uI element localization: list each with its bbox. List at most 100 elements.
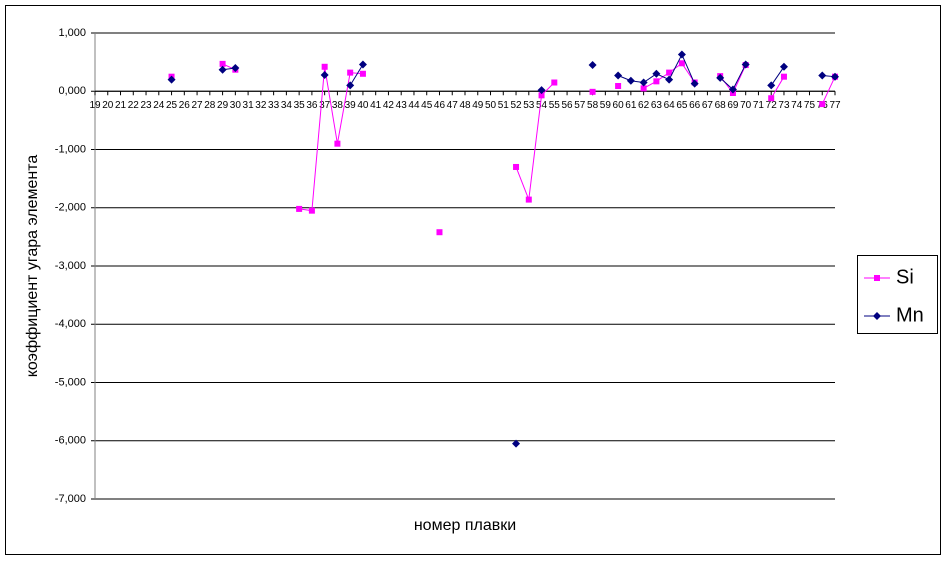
- x-tick-label: 24: [153, 100, 165, 111]
- x-tick-label: 50: [485, 100, 497, 111]
- x-tick-label: 39: [345, 100, 357, 111]
- y-tick-label: -2,000: [55, 202, 86, 214]
- x-tick-label: 58: [587, 100, 599, 111]
- legend-label: Si: [896, 266, 914, 288]
- point: [167, 75, 176, 84]
- point: [551, 79, 558, 86]
- x-tick-label: 59: [600, 100, 612, 111]
- point: [626, 76, 635, 85]
- y-tick-label: 1,000: [58, 27, 86, 39]
- point: [525, 196, 532, 203]
- point: [296, 205, 303, 212]
- x-tick-label: 62: [638, 100, 650, 111]
- y-tick-label: -1,000: [55, 143, 86, 155]
- point: [665, 75, 674, 84]
- y-tick-label: -3,000: [55, 260, 86, 272]
- x-tick-label: 44: [408, 100, 420, 111]
- point: [728, 85, 737, 94]
- point: [653, 78, 660, 85]
- x-tick-label: 55: [549, 100, 561, 111]
- point: [513, 163, 520, 170]
- point: [615, 83, 622, 90]
- x-tick-label: 40: [357, 100, 369, 111]
- x-tick-label: 48: [459, 100, 471, 111]
- x-tick-label: 34: [281, 100, 293, 111]
- point: [819, 101, 826, 108]
- point: [639, 78, 648, 87]
- chart-frame: [5, 5, 941, 555]
- x-tick-label: 27: [192, 100, 204, 111]
- legend-marker: [873, 312, 881, 320]
- point: [538, 92, 545, 99]
- x-tick-label: 33: [268, 100, 280, 111]
- x-tick-label: 64: [664, 100, 676, 111]
- x-axis-label: номер плавки: [414, 517, 516, 534]
- x-tick-label: 35: [294, 100, 306, 111]
- point: [346, 81, 355, 90]
- legend-marker: [874, 275, 880, 281]
- point: [347, 69, 354, 76]
- point: [741, 60, 750, 69]
- x-tick-label: 74: [791, 100, 803, 111]
- x-tick-label: 56: [562, 100, 574, 111]
- x-tick-label: 43: [396, 100, 408, 111]
- y-tick-label: -7,000: [55, 493, 86, 505]
- legend-label: Mn: [896, 304, 924, 326]
- x-tick-label: 46: [434, 100, 446, 111]
- point: [512, 439, 521, 448]
- point: [780, 73, 787, 80]
- x-tick-label: 53: [523, 100, 535, 111]
- x-tick-label: 32: [255, 100, 267, 111]
- x-tick-label: 61: [625, 100, 637, 111]
- point: [589, 88, 596, 95]
- x-tick-label: 60: [613, 100, 625, 111]
- point: [779, 62, 788, 71]
- x-tick-label: 77: [829, 100, 841, 111]
- x-tick-label: 30: [230, 100, 242, 111]
- point: [831, 72, 839, 81]
- x-tick-label: 73: [778, 100, 790, 111]
- point: [218, 65, 227, 74]
- x-tick-label: 70: [740, 100, 752, 111]
- point: [231, 63, 240, 72]
- x-tick-label: 25: [166, 100, 178, 111]
- x-tick-label: 22: [128, 100, 140, 111]
- x-tick-label: 52: [510, 100, 522, 111]
- x-tick-label: 45: [421, 100, 433, 111]
- x-tick-label: 54: [536, 100, 548, 111]
- x-tick-label: 63: [651, 100, 663, 111]
- y-axis-label: коэффициент угара элемента: [24, 155, 41, 378]
- x-tick-label: 41: [370, 100, 382, 111]
- x-tick-label: 75: [804, 100, 816, 111]
- point: [767, 81, 776, 90]
- x-tick-label: 21: [115, 100, 127, 111]
- point: [614, 71, 623, 80]
- x-tick-label: 47: [447, 100, 459, 111]
- point: [308, 207, 315, 214]
- x-tick-label: 20: [102, 100, 114, 111]
- point: [716, 73, 725, 82]
- point: [588, 61, 597, 70]
- y-tick-label: -5,000: [55, 376, 86, 388]
- x-tick-label: 31: [243, 100, 255, 111]
- point: [818, 71, 827, 80]
- y-tick-label: -6,000: [55, 435, 86, 447]
- point: [677, 50, 686, 59]
- x-tick-label: 37: [319, 100, 331, 111]
- point: [640, 85, 647, 92]
- x-tick-label: 65: [676, 100, 688, 111]
- x-tick-label: 66: [689, 100, 701, 111]
- point: [321, 63, 328, 70]
- x-tick-label: 29: [217, 100, 229, 111]
- x-tick-label: 68: [715, 100, 727, 111]
- y-tick-label: -4,000: [55, 318, 86, 330]
- point: [768, 95, 775, 102]
- x-tick-label: 28: [204, 100, 216, 111]
- x-tick-label: 69: [727, 100, 739, 111]
- point: [666, 69, 673, 76]
- point: [320, 70, 329, 79]
- point: [537, 86, 546, 95]
- point: [652, 69, 661, 78]
- point: [358, 60, 367, 69]
